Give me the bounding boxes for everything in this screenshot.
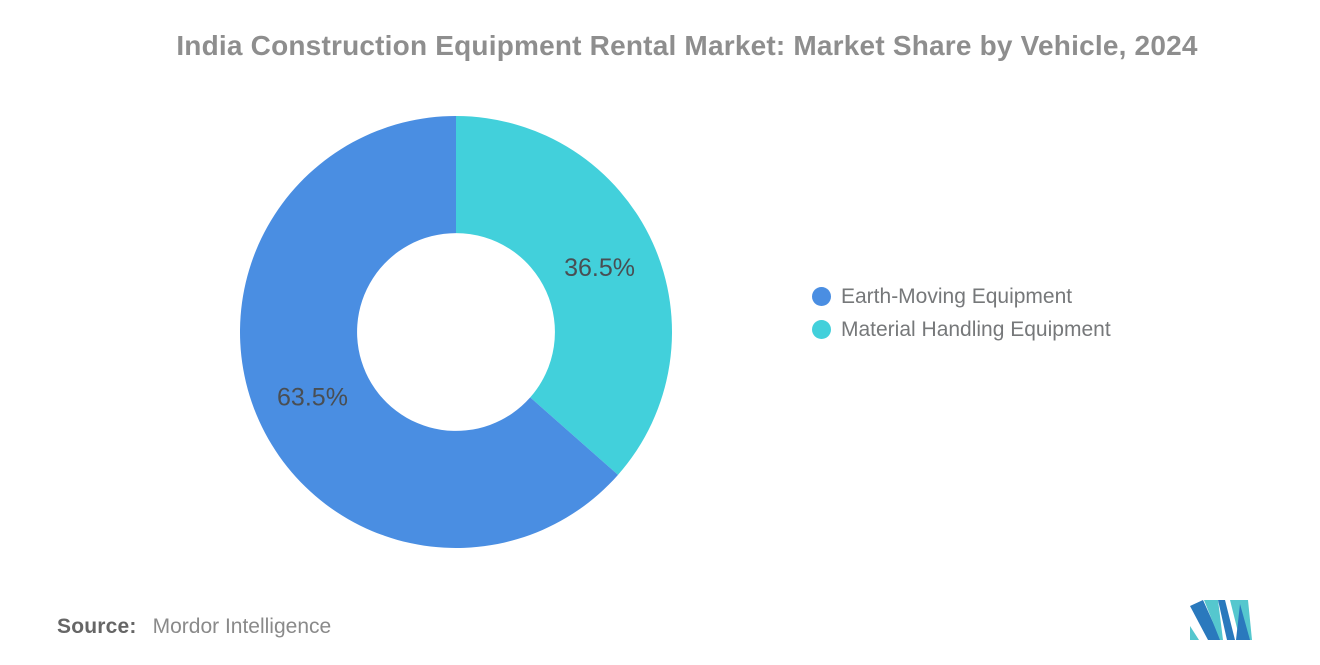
slice-data-label: 36.5% — [564, 254, 635, 282]
slice-data-label: 63.5% — [277, 384, 348, 412]
source-name: Mordor Intelligence — [152, 615, 332, 638]
source-label: Source: — [57, 615, 137, 638]
legend: Earth-Moving Equipment Material Handling … — [812, 280, 1111, 346]
donut-slice-material-handling-equipment[interactable] — [456, 116, 672, 475]
mordor-intelligence-logo — [1190, 600, 1252, 640]
legend-item-material-handling-equipment[interactable]: Material Handling Equipment — [812, 313, 1111, 346]
logo-blue-left-stroke — [1190, 600, 1221, 640]
logo-blue-right-wedge — [1236, 604, 1250, 640]
source-line: Source: Mordor Intelligence — [57, 614, 331, 640]
donut-slice-earth-moving-equipment[interactable] — [240, 116, 619, 548]
legend-item-label: Material Handling Equipment — [841, 317, 1111, 341]
logo-teal-mid-wedge — [1204, 600, 1223, 640]
legend-item-label: Earth-Moving Equipment — [841, 284, 1073, 308]
chart-title: India Construction Equipment Rental Mark… — [176, 30, 1198, 61]
logo-teal-accent-triangle — [1190, 626, 1199, 640]
legend-item-earth-moving-equipment[interactable]: Earth-Moving Equipment — [812, 280, 1111, 313]
logo-blue-mid-stroke — [1218, 600, 1235, 640]
legend-swatch — [812, 287, 831, 306]
donut-chart: 36.5% 63.5% — [240, 116, 672, 548]
legend-swatch — [812, 320, 831, 339]
